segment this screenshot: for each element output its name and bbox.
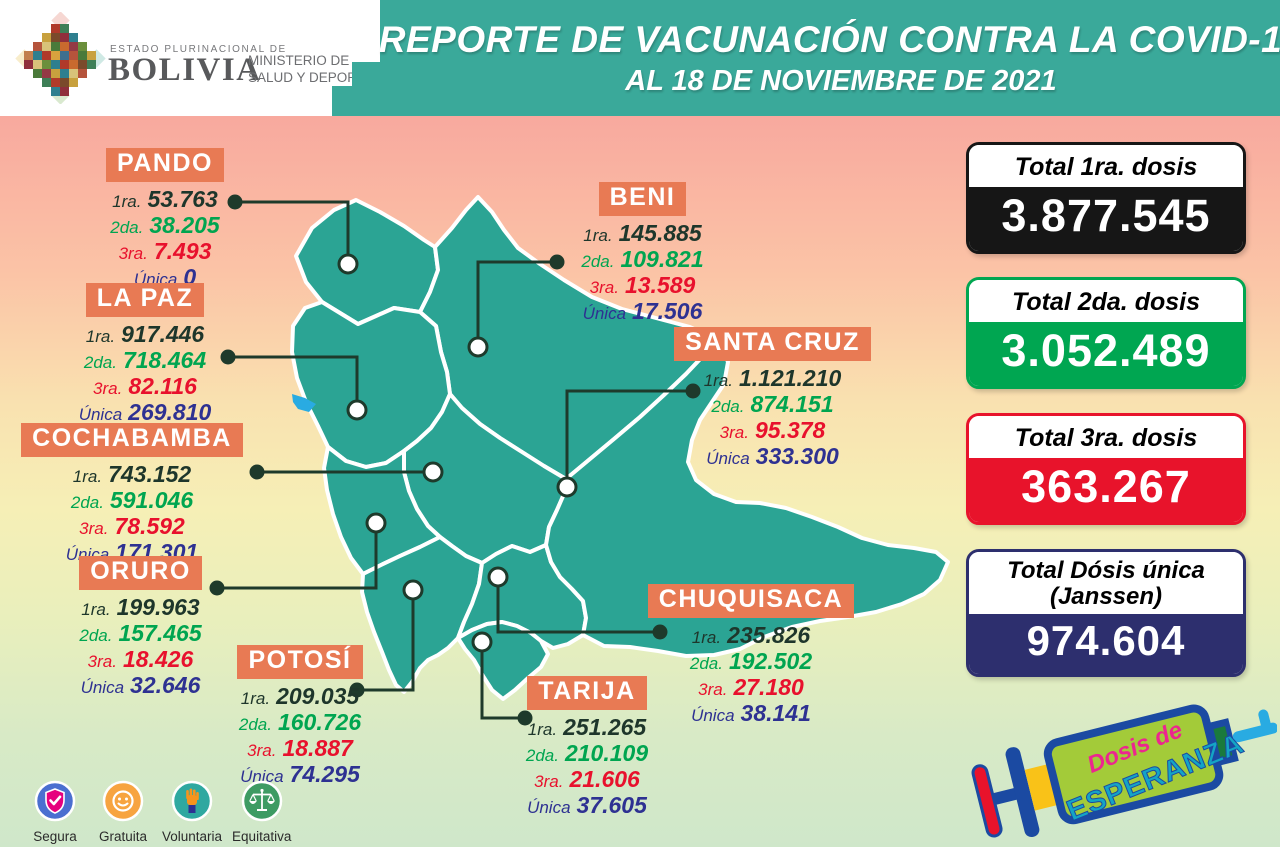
header-country: BOLIVIA	[108, 52, 262, 88]
dose-row-third: 3ra. 78.592	[79, 513, 185, 539]
dept-cochabamba-label: COCHABAMBA	[21, 423, 243, 457]
dept-la-paz-label: LA PAZ	[85, 283, 205, 317]
dept-pando: PANDO 1ra. 53.763 2da. 38.205 3ra. 7.493 Ún…	[60, 148, 270, 290]
dose-row-unique: Única 269.810	[78, 399, 212, 425]
dose-row-first: 1ra. 743.152	[72, 461, 192, 487]
vaccine-principles: Segura Gratuita Voluntaria	[26, 780, 291, 844]
dose-row-second: 2da. 157.465	[79, 620, 202, 646]
map-region-cochabamba	[402, 392, 568, 565]
dose-row-second: 2da. 38.205	[110, 212, 220, 238]
dept-oruro-label: ORURO	[79, 556, 202, 590]
total-unique-dose-card: Total Dósis única (Janssen) 974.604	[966, 549, 1246, 677]
dose-row-first: 1ra. 251.265	[527, 714, 647, 740]
shield-check-icon	[34, 780, 76, 822]
principle-equitativa: Equitativa	[232, 780, 291, 844]
total-third-dose-card: Total 3ra. dosis 363.267	[966, 413, 1246, 525]
dept-pando-label: PANDO	[106, 148, 224, 182]
header-ministry: MINISTERIO DE SALUD Y DEPORTES	[248, 53, 384, 85]
dose-row-first: 1ra. 235.826	[691, 622, 811, 648]
dose-row-third: 3ra. 18.426	[87, 646, 194, 672]
dept-potosi-label: POTOSÍ	[237, 645, 363, 679]
dose-row-second: 2da. 109.821	[581, 246, 704, 272]
total-second-dose-card: Total 2da. dosis 3.052.489	[966, 277, 1246, 389]
header-band: ESTADO PLURINACIONAL DE BOLIVIA MINISTER…	[0, 0, 1280, 116]
dose-row-third: 3ra. 13.589	[589, 272, 696, 298]
bolivia-emblem	[15, 12, 106, 104]
dose-row-unique: Única 37.605	[527, 792, 647, 818]
dose-row-first: 1ra. 199.963	[81, 594, 200, 620]
header-logo-block: ESTADO PLURINACIONAL DE BOLIVIA MINISTER…	[0, 0, 384, 116]
dose-row-first: 1ra. 209.035	[240, 683, 360, 709]
total-first-dose-card: Total 1ra. dosis 3.877.545	[966, 142, 1246, 254]
dept-oruro: ORURO 1ra. 199.963 2da. 157.465 3ra. 18.426…	[38, 556, 243, 698]
dept-tarija: TARIJA 1ra. 251.265 2da. 210.109 3ra. 21.60…	[487, 676, 687, 818]
dept-potosi: POTOSÍ 1ra. 209.035 2da. 160.726 3ra. 18.88…	[195, 645, 405, 787]
dose-row-second: 2da. 160.726	[238, 709, 362, 735]
dose-row-unique: Única 38.141	[691, 700, 811, 726]
dept-chuquisaca-label: CHUQUISACA	[647, 584, 855, 618]
dose-row-third: 3ra. 21.606	[534, 766, 640, 792]
report-title-line1: REPORTE DE VACUNACIÓN CONTRA LA COVID-19	[378, 18, 1280, 60]
total-card-title: Total 2da. dosis	[969, 280, 1243, 322]
dose-row-unique: Única 333.300	[706, 443, 839, 469]
dose-row-first: 1ra. 145.885	[583, 220, 702, 246]
dose-row-first: 1ra. 53.763	[112, 186, 218, 212]
dose-row-third: 3ra. 27.180	[698, 674, 804, 700]
principle-gratuita: Gratuita	[94, 780, 152, 844]
dept-tarija-label: TARIJA	[527, 676, 647, 710]
hope-syringe-graphic: Dosis de ESPERANZA	[971, 704, 1277, 838]
principle-voluntaria: Voluntaria	[162, 780, 222, 844]
smiley-icon	[102, 780, 144, 822]
dose-row-second: 2da. 874.151	[711, 391, 834, 417]
map-region-la-paz	[290, 300, 452, 469]
report-title-line2: AL 18 DE NOVIEMBRE DE 2021	[625, 64, 1057, 97]
dose-row-first: 1ra. 917.446	[85, 321, 205, 347]
map-region-pando	[294, 198, 440, 326]
dose-row-second: 2da. 210.109	[525, 740, 649, 766]
map-region-chuquisaca	[456, 543, 588, 650]
dose-row-third: 3ra. 7.493	[118, 238, 212, 264]
total-card-value: 3.877.545	[969, 187, 1243, 251]
dose-row-second: 2da. 718.464	[83, 347, 207, 373]
dose-row-second: 2da. 591.046	[70, 487, 194, 513]
total-card-title: Total 1ra. dosis	[969, 145, 1243, 187]
dept-la-paz: LA PAZ 1ra. 917.446 2da. 718.464 3ra. 82.11…	[40, 283, 250, 425]
dose-row-third: 3ra. 18.887	[247, 735, 353, 761]
lake-titicaca	[292, 394, 316, 412]
dose-row-third: 3ra. 82.116	[93, 373, 197, 399]
dept-santa-cruz-label: SANTA CRUZ	[674, 327, 871, 361]
dept-chuquisaca: CHUQUISACA 1ra. 235.826 2da. 192.502 3ra. 2…	[640, 584, 862, 726]
dose-row-second: 2da. 192.502	[689, 648, 813, 674]
principle-segura: Segura	[26, 780, 84, 844]
dose-row-third: 3ra. 95.378	[719, 417, 826, 443]
dose-row-unique: Única 74.295	[240, 761, 360, 787]
dose-row-unique: Única 17.506	[582, 298, 703, 324]
connector-cochabamba	[249, 461, 444, 483]
total-card-title: Total 3ra. dosis	[969, 416, 1243, 458]
scales-icon	[241, 780, 282, 822]
total-card-value: 3.052.489	[969, 322, 1243, 386]
dept-cochabamba: COCHABAMBA 1ra. 743.152 2da. 591.046 3ra. 7…	[16, 423, 248, 565]
dept-beni-label: BENI	[598, 182, 687, 216]
total-card-title: Total Dósis única (Janssen)	[969, 552, 1243, 614]
report-title: REPORTE DE VACUNACIÓN CONTRA LA COVID-19…	[379, 0, 1280, 116]
dept-beni: BENI 1ra. 145.885 2da. 109.821 3ra. 13.589 …	[545, 182, 740, 324]
total-card-value: 363.267	[969, 458, 1243, 522]
dose-row-unique: Única 32.646	[80, 672, 201, 698]
dept-santa-cruz: SANTA CRUZ 1ra. 1.121.210 2da. 874.151 3ra…	[655, 327, 890, 469]
total-card-value: 974.604	[969, 614, 1243, 674]
header-pretitle: ESTADO PLURINACIONAL DE	[110, 44, 287, 55]
dose-row-first: 1ra. 1.121.210	[703, 365, 842, 391]
map-region-oruro	[322, 445, 442, 576]
raised-hand-icon	[171, 780, 213, 822]
